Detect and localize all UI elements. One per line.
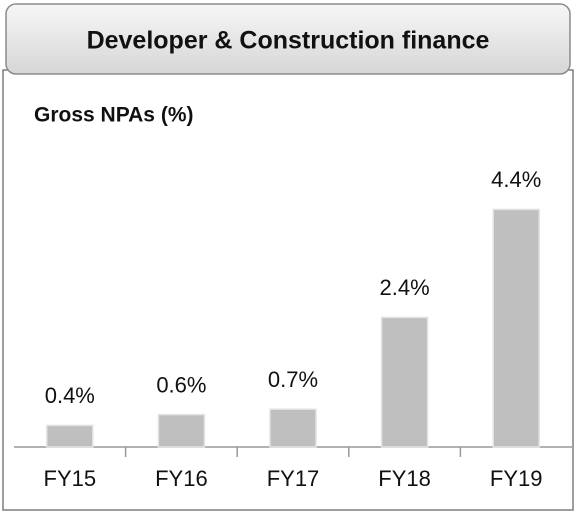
bar: [157, 413, 206, 448]
x-tick-label: FY15: [44, 466, 97, 491]
bar: [492, 208, 540, 448]
data-label: 2.4%: [380, 275, 430, 300]
header-box: [5, 3, 571, 75]
chart-subtitle: Gross NPAs (%): [34, 104, 193, 127]
x-tick-label: FY19: [490, 466, 543, 491]
x-tick-label: FY16: [155, 466, 208, 491]
data-label: 4.4%: [491, 167, 541, 192]
bar: [46, 424, 94, 448]
data-label: 0.6%: [156, 372, 206, 397]
x-tick-label: FY17: [267, 466, 320, 491]
chart-title: Developer & Construction finance: [87, 27, 490, 55]
data-label: 0.7%: [268, 367, 318, 392]
x-tick-label: FY18: [378, 466, 431, 491]
bar: [269, 408, 317, 448]
data-label: 0.4%: [45, 383, 95, 408]
bar: [380, 316, 429, 448]
